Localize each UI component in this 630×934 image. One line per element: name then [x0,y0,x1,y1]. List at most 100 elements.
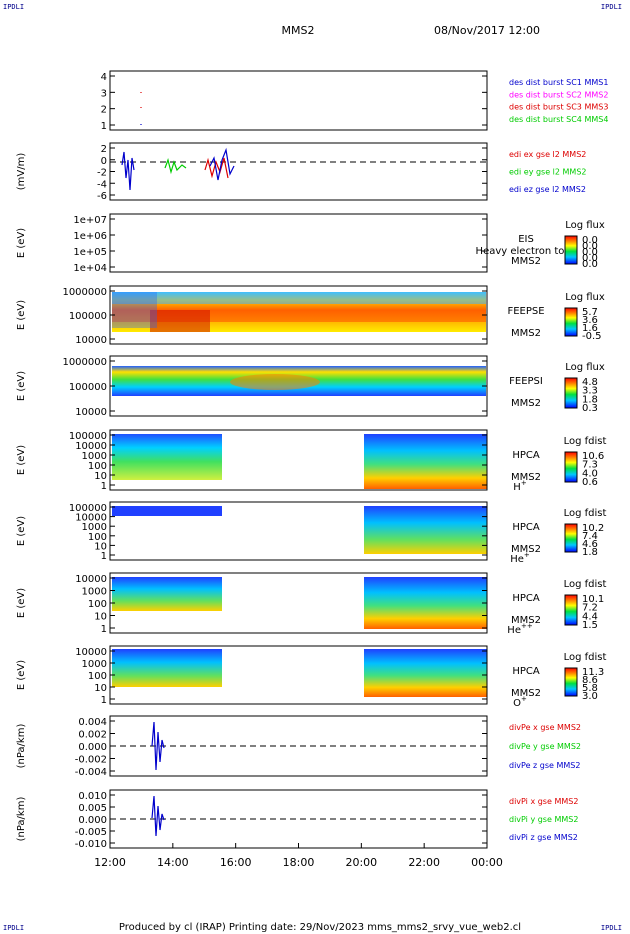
legend-entry: divPe x gse MMS2 [509,723,581,732]
footer-text: Produced by cl (IRAP) Printing date: 29/… [119,922,521,933]
instrument-label: HPCA [512,593,540,604]
y-tick-label: 1 [101,551,107,562]
y-tick-label: 100000 [69,382,107,393]
y-tick-label: 1000 [82,659,107,670]
panel-frame [109,213,488,273]
panel-frame [109,142,488,201]
y-axis-label: E (eV) [16,660,27,690]
x-tick-label: 20:00 [345,856,377,869]
instrument-label: MMS2 [511,544,541,555]
y-tick-label: 10 [94,612,107,623]
y-tick-label: 1000 [82,451,107,462]
y-tick-label: 1000 [82,522,107,533]
colorbar-tick-label: -0.5 [582,331,602,342]
y-tick-label: 1000000 [62,357,107,368]
corner-label-bottom-left: IPDLI [3,924,25,932]
legend-entry: des dist burst SC3 MMS3 [509,103,608,112]
colorbar-title: Log flux [565,292,605,303]
legend-entry: des dist burst SC1 MMS1 [509,78,608,87]
y-tick-label: 1 [101,695,107,706]
legend-entry: edi ez gse l2 MMS2 [509,185,586,194]
legend-entry: des dist burst SC4 MMS4 [509,115,608,124]
legend-entry: des dist burst SC2 MMS2 [509,90,608,99]
y-tick-label: -4 [97,179,107,190]
x-tick-label: 22:00 [408,856,440,869]
species-charge: + [524,551,530,559]
y-tick-label: 0.000 [78,742,107,753]
y-tick-label: 10000 [75,647,107,658]
y-tick-label: 0.005 [78,803,107,814]
colorbar-tick-label: 1.6 [582,323,598,334]
y-tick-label: 0 [101,156,107,167]
corner-label-top-left: IPDLI [3,3,25,11]
y-tick-label: 1e+05 [73,247,107,258]
series-line [121,151,135,191]
y-tick-label: 10000 [75,335,107,346]
y-axis-label: (nPa/km) [16,724,27,769]
panel-3: 1000000 100000 10000 E (eV) FEEPSE MMS2 Log fl… [16,285,605,346]
y-tick-label: 1 [101,121,107,132]
series-line [204,157,229,179]
y-tick-label: 2 [101,105,107,116]
species-label: O+ [513,695,527,709]
y-tick-label: 100 [88,671,107,682]
y-tick-label: -6 [97,191,107,202]
panel-frame [109,429,488,491]
y-tick-label: 1e+07 [73,215,107,226]
y-axis-label: E (eV) [16,445,27,475]
species-label: He+ [510,551,530,565]
series-line [151,721,165,771]
instrument-label: MMS2 [511,688,541,699]
y-tick-label: 0.004 [78,717,107,728]
colorbar-tick-label: 1.5 [582,620,598,631]
instrument-label: HPCA [512,522,540,533]
instrument-label: HPCA [512,666,540,677]
y-tick-label: -0.010 [75,839,107,850]
series-line [151,795,165,837]
x-tick-label: 00:00 [471,856,503,869]
colorbar-tick-label: 7.3 [582,460,598,471]
colorbar [564,235,578,265]
y-tick-label: 10 [94,471,107,482]
colorbar-tick-label: 3.3 [582,386,598,397]
y-tick-label: 100000 [69,503,107,514]
colorbar-title: Log flux [565,220,605,231]
colorbar-tick-label: 0.6 [582,477,598,488]
corner-label-top-right: IPDLI [600,3,622,11]
colorbar-tick-label: 11.3 [582,667,604,678]
chart-title: MMS2 [282,24,315,37]
y-tick-label: 100 [88,461,107,472]
panel-frame [109,501,488,561]
instrument-label: MMS2 [511,472,541,483]
colorbar-tick-label: 10.2 [582,523,604,534]
y-tick-label: 10000 [75,441,107,452]
y-axis-label: E (eV) [16,371,27,401]
x-tick-label: 18:00 [283,856,315,869]
y-axis-label: E (eV) [16,228,27,258]
series-line [164,157,187,175]
y-tick-label: 100 [88,532,107,543]
y-tick-label: 1 [101,624,107,635]
y-tick-label: 1000 [82,587,107,598]
colorbar [564,594,578,626]
legend-entry: edi ex gse l2 MMS2 [509,150,586,159]
y-tick-label: 1000000 [62,287,107,298]
species-charge: ++ [521,622,533,630]
colorbar-tick-label: 10.1 [582,594,604,605]
species-label: He++ [507,622,533,636]
instrument-label: FEEPSI [509,376,543,387]
y-axis-label: (nPa/km) [16,797,27,842]
y-tick-label: -0.005 [75,827,107,838]
y-tick-label: 10000 [75,513,107,524]
instrument-label: MMS2 [511,615,541,626]
y-tick-label: 10 [94,541,107,552]
colorbar-tick-label: 3.0 [582,691,598,702]
colorbar-tick-label: 0.3 [582,403,598,414]
